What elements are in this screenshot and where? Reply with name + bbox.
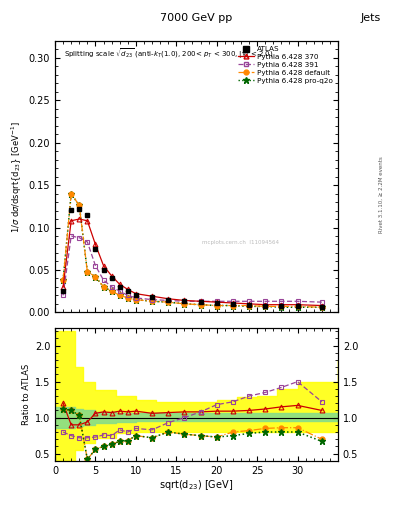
Text: Splitting scale $\sqrt{d_{23}}$ (anti-$k_T$(1.0), 200< $p_T$ < 300, |y| < 2.0): Splitting scale $\sqrt{d_{23}}$ (anti-$k… bbox=[64, 47, 273, 60]
ATLAS bbox=[247, 302, 252, 308]
ATLAS bbox=[101, 267, 106, 273]
Legend: ATLAS, Pythia 6.428 370, Pythia 6.428 391, Pythia 6.428 default, Pythia 6.428 pr: ATLAS, Pythia 6.428 370, Pythia 6.428 39… bbox=[237, 45, 334, 85]
Text: Rivet 3.1.10, ≥ 2.2M events: Rivet 3.1.10, ≥ 2.2M events bbox=[379, 156, 384, 233]
ATLAS bbox=[320, 304, 324, 310]
ATLAS bbox=[295, 303, 300, 309]
Y-axis label: Ratio to ATLAS: Ratio to ATLAS bbox=[22, 364, 31, 425]
ATLAS bbox=[61, 288, 66, 294]
ATLAS bbox=[150, 294, 154, 300]
ATLAS bbox=[85, 212, 90, 218]
ATLAS bbox=[125, 288, 130, 294]
ATLAS bbox=[118, 284, 122, 290]
ATLAS bbox=[166, 296, 171, 303]
Text: Jets: Jets bbox=[361, 13, 381, 23]
X-axis label: sqrt(d$_{23}$) [GeV]: sqrt(d$_{23}$) [GeV] bbox=[160, 478, 233, 493]
Text: 7000 GeV pp: 7000 GeV pp bbox=[160, 13, 233, 23]
ATLAS bbox=[182, 298, 187, 304]
ATLAS bbox=[77, 206, 82, 212]
ATLAS bbox=[109, 275, 114, 282]
Text: mcplots.cern.ch  I11094564: mcplots.cern.ch I11094564 bbox=[202, 241, 279, 245]
ATLAS bbox=[198, 299, 203, 305]
ATLAS bbox=[231, 301, 235, 307]
ATLAS bbox=[279, 303, 284, 309]
ATLAS bbox=[93, 246, 98, 252]
ATLAS bbox=[69, 207, 73, 213]
ATLAS bbox=[134, 292, 138, 298]
Line: ATLAS: ATLAS bbox=[61, 206, 324, 310]
ATLAS bbox=[263, 303, 268, 309]
Y-axis label: 1/$\sigma$ d$\sigma$/dsqrt{d$_{23}$} [GeV$^{-1}$]: 1/$\sigma$ d$\sigma$/dsqrt{d$_{23}$} [Ge… bbox=[10, 121, 24, 232]
ATLAS bbox=[214, 300, 219, 306]
